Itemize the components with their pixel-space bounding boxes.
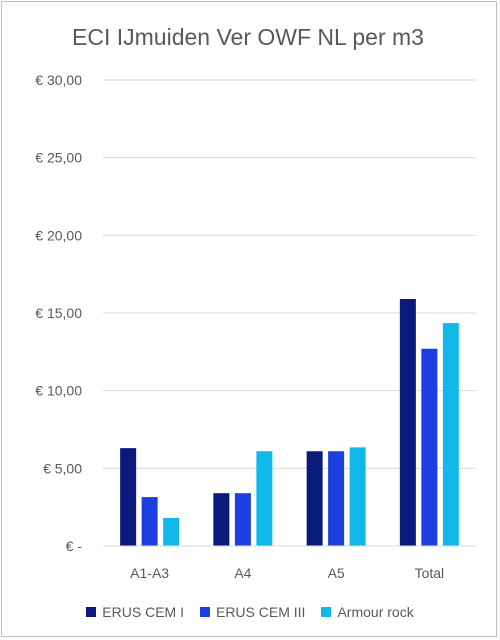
y-tick-label: € 5,00 [43, 460, 82, 476]
bar-erus-cem-i-a4 [213, 493, 230, 546]
legend-swatch [199, 607, 210, 617]
legend-label: Armour rock [337, 604, 414, 620]
bar-erus-cem-i-total [399, 299, 416, 546]
legend-item: ERUS CEM I [86, 604, 184, 620]
y-tick-label: € - [66, 538, 83, 554]
bar-armour-rock-total [442, 323, 459, 546]
legend-label: ERUS CEM I [102, 604, 184, 620]
bar-erus-cem-i-a1-a3 [120, 448, 137, 546]
x-tick-label: A5 [328, 565, 345, 581]
x-tick-label: Total [415, 565, 445, 581]
bar-chart: € - € 5,00 € 10,00 € 15,00 € 20,00 € 25,00 € 3… [35, 72, 476, 581]
y-tick-label: € 15,00 [35, 305, 82, 321]
x-tick-label: A1-A3 [130, 565, 169, 581]
bar-armour-rock-a5 [349, 447, 366, 546]
bar-erus-cem-iii-total [421, 348, 438, 546]
legend-item: ERUS CEM III [199, 604, 306, 620]
legend-item: Armour rock [321, 604, 414, 620]
legend-label: ERUS CEM III [215, 604, 306, 620]
y-tick-label: € 25,00 [35, 150, 82, 166]
bar-erus-cem-i-a5 [306, 451, 323, 546]
y-tick-label: € 10,00 [35, 383, 82, 399]
bar-erus-cem-iii-a1-a3 [141, 497, 158, 546]
y-tick-label: € 30,00 [35, 72, 82, 88]
legend-swatch [321, 607, 332, 617]
chart-legend: ERUS CEM I ERUS CEM III Armour rock [0, 604, 500, 620]
bar-erus-cem-iii-a5 [328, 451, 345, 546]
bar-armour-rock-a1-a3 [163, 518, 180, 546]
bar-erus-cem-iii-a4 [234, 493, 251, 546]
bar-armour-rock-a4 [256, 451, 273, 546]
y-tick-label: € 20,00 [35, 227, 82, 243]
legend-swatch [86, 607, 97, 617]
chart-title: ECI IJmuiden Ver OWF NL per m3 [72, 24, 424, 50]
x-tick-label: A4 [234, 565, 251, 581]
